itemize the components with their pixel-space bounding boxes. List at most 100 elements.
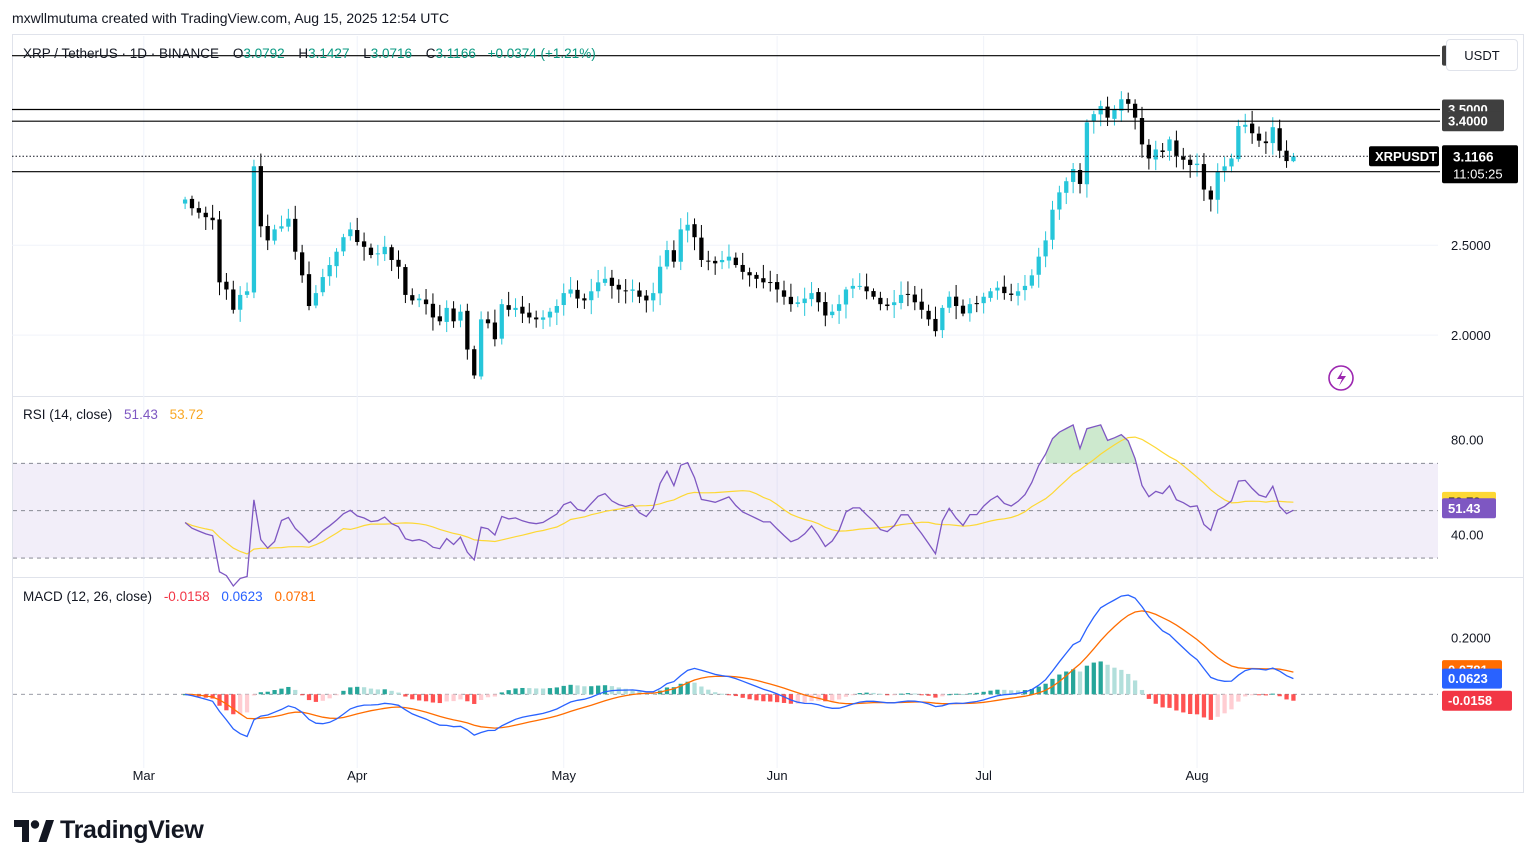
- candle[interactable]: [1243, 113, 1248, 134]
- candle[interactable]: [692, 218, 697, 251]
- candle[interactable]: [740, 252, 745, 280]
- candle[interactable]: [1263, 131, 1269, 154]
- candle[interactable]: [1077, 163, 1083, 194]
- candle[interactable]: [947, 291, 952, 313]
- candle[interactable]: [286, 208, 291, 232]
- candle[interactable]: [499, 299, 504, 345]
- candle[interactable]: [726, 244, 732, 269]
- candle[interactable]: [1236, 119, 1241, 162]
- candle[interactable]: [306, 261, 312, 311]
- candle[interactable]: [361, 232, 367, 261]
- candle[interactable]: [396, 250, 401, 279]
- candle[interactable]: [1174, 130, 1179, 168]
- candle[interactable]: [1091, 110, 1096, 134]
- candle[interactable]: [713, 256, 718, 275]
- candle[interactable]: [926, 304, 931, 326]
- candle[interactable]: [403, 264, 408, 304]
- candle[interactable]: [554, 299, 559, 326]
- candle[interactable]: [196, 201, 202, 219]
- candle[interactable]: [912, 285, 917, 311]
- candle[interactable]: [1291, 152, 1296, 163]
- candle[interactable]: [960, 299, 966, 317]
- candle[interactable]: [644, 290, 649, 313]
- rsi-title[interactable]: RSI (14, close): [23, 407, 113, 422]
- candle[interactable]: [575, 280, 580, 309]
- candle[interactable]: [878, 291, 883, 311]
- macd-title[interactable]: MACD (12, 26, close): [23, 589, 153, 604]
- candle[interactable]: [485, 311, 491, 329]
- candle[interactable]: [265, 214, 270, 251]
- candle[interactable]: [244, 282, 250, 298]
- candle[interactable]: [596, 269, 601, 298]
- candle[interactable]: [843, 286, 849, 319]
- candle[interactable]: [774, 274, 780, 303]
- candle[interactable]: [733, 252, 738, 268]
- candle[interactable]: [802, 287, 807, 316]
- candle[interactable]: [534, 310, 539, 328]
- candle[interactable]: [981, 292, 986, 314]
- candle[interactable]: [437, 304, 442, 326]
- candle[interactable]: [444, 300, 449, 333]
- candle[interactable]: [417, 294, 422, 308]
- candle[interactable]: [382, 235, 387, 261]
- candle[interactable]: [602, 266, 608, 286]
- candle[interactable]: [857, 273, 862, 290]
- candle[interactable]: [651, 282, 656, 312]
- candle[interactable]: [341, 233, 346, 257]
- symbol-title[interactable]: XRP / TetherUS · 1D · BINANCE: [23, 46, 220, 61]
- candle[interactable]: [224, 272, 229, 300]
- candle[interactable]: [589, 278, 594, 315]
- candle[interactable]: [788, 283, 794, 312]
- candle[interactable]: [210, 204, 215, 230]
- candle[interactable]: [919, 288, 924, 319]
- candle[interactable]: [1064, 177, 1069, 205]
- candle[interactable]: [1043, 231, 1048, 268]
- candle[interactable]: [823, 292, 828, 327]
- candle[interactable]: [1249, 110, 1255, 144]
- candle[interactable]: [836, 294, 842, 324]
- candle[interactable]: [492, 309, 498, 347]
- candle[interactable]: [1022, 274, 1028, 301]
- candle[interactable]: [478, 311, 484, 380]
- candle[interactable]: [995, 281, 1000, 300]
- candle[interactable]: [678, 218, 683, 271]
- candle[interactable]: [203, 206, 208, 230]
- candle[interactable]: [279, 215, 284, 232]
- candle[interactable]: [664, 240, 670, 270]
- candle[interactable]: [1071, 163, 1076, 194]
- candle[interactable]: [623, 279, 628, 304]
- candle[interactable]: [582, 293, 587, 309]
- candle[interactable]: [1015, 282, 1021, 306]
- candle[interactable]: [1284, 140, 1289, 168]
- candle[interactable]: [375, 244, 380, 266]
- candle[interactable]: [830, 304, 835, 319]
- candle[interactable]: [630, 279, 635, 303]
- candle[interactable]: [1146, 139, 1152, 170]
- candle[interactable]: [1153, 140, 1158, 171]
- candle[interactable]: [355, 217, 360, 246]
- candle[interactable]: [671, 240, 677, 268]
- candle[interactable]: [1194, 153, 1200, 177]
- candle[interactable]: [1057, 185, 1062, 220]
- candle[interactable]: [892, 290, 897, 319]
- candle[interactable]: [1084, 119, 1090, 198]
- candle[interactable]: [685, 212, 690, 243]
- candle[interactable]: [1139, 106, 1145, 158]
- candle[interactable]: [320, 268, 325, 297]
- candle[interactable]: [451, 301, 456, 328]
- candle[interactable]: [781, 280, 787, 305]
- candle[interactable]: [1009, 283, 1014, 302]
- candle[interactable]: [527, 303, 532, 324]
- candle[interactable]: [506, 291, 511, 317]
- candle[interactable]: [272, 224, 277, 245]
- candle[interactable]: [1188, 154, 1193, 178]
- candle[interactable]: [547, 307, 553, 327]
- candle[interactable]: [217, 210, 222, 296]
- candle[interactable]: [1277, 119, 1282, 159]
- candle[interactable]: [251, 159, 257, 299]
- candle[interactable]: [1222, 156, 1227, 182]
- candle[interactable]: [472, 345, 477, 379]
- candle[interactable]: [864, 273, 869, 300]
- candle[interactable]: [761, 264, 766, 289]
